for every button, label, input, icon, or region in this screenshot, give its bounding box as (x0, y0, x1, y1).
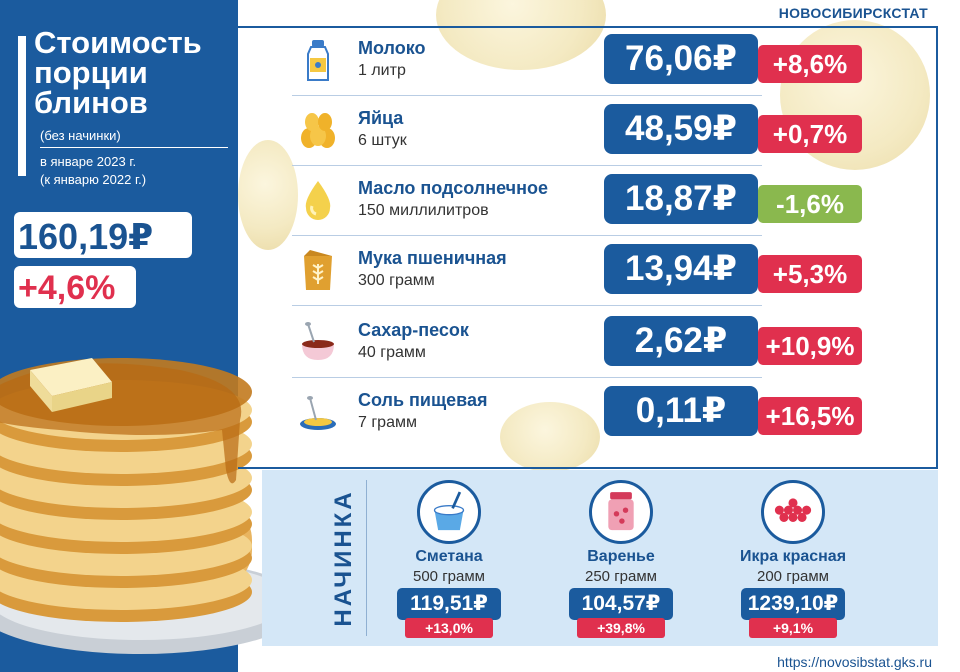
total-price: 160,19₽ (14, 212, 192, 258)
ingredient-change: +16,5% (758, 397, 862, 435)
background-pancake (238, 140, 298, 250)
ingredients-panel: Молоко 1 литр 76,06₽ +8,6% Яйца 6 штук 48,59₽ +… (238, 26, 938, 469)
page-title: Стоимость порции блинов (34, 25, 202, 120)
filling-name: Варенье (587, 548, 655, 565)
filling-price: 1239,10₽ (741, 588, 845, 620)
filling-section: НАЧИНКА Сметана 500 грамм 119,51₽ +13,0% Вар… (262, 470, 938, 646)
eggs-icon (298, 108, 338, 152)
filling-quantity: 250 грамм (585, 568, 657, 585)
ingredient-name: Масло подсолнечное (358, 178, 549, 198)
ingredient-price: 13,94₽ (604, 244, 758, 294)
ingredient-change: +8,6% (758, 45, 862, 83)
ingredient-price: 76,06₽ (604, 34, 758, 84)
oil-drop-icon (298, 178, 338, 222)
filling-change: +9,1% (749, 618, 837, 638)
ingredient-price: 2,62₽ (604, 316, 758, 366)
agency-name: НОВОСИБИРСКСТАТ (778, 5, 928, 21)
ingredient-quantity: 6 штук (358, 132, 407, 149)
filling-item: Икра красная 200 грамм 1239,10₽ +9,1% (718, 476, 868, 642)
ingredient-change: +10,9% (758, 327, 862, 365)
ingredient-quantity: 1 литр (358, 62, 406, 79)
ingredient-row: Яйца 6 штук 48,59₽ +0,7% (238, 96, 938, 166)
ingredient-change: +0,7% (758, 115, 862, 153)
ingredient-row: Соль пищевая 7 грамм 0,11₽ +16,5% (238, 378, 938, 448)
ingredient-name: Мука пшеничная (358, 248, 507, 268)
butter-pat (30, 358, 112, 412)
filling-label: НАЧИНКА (330, 489, 357, 627)
ingredient-name: Соль пищевая (358, 390, 488, 410)
ingredient-change: +5,3% (758, 255, 862, 293)
background-pancake (500, 402, 600, 472)
ingredient-price: 48,59₽ (604, 104, 758, 154)
filling-divider (366, 480, 367, 636)
row-divider (292, 305, 762, 306)
sugar-bowl-icon (298, 320, 338, 364)
ingredient-price: 0,11₽ (604, 386, 758, 436)
row-divider (292, 165, 762, 166)
title-period: в январе 2023 г. (к январю 2022 г.) (40, 153, 146, 189)
sour-cream-icon (417, 480, 481, 544)
ingredient-row: Масло подсолнечное 150 миллилитров 18,87₽ -… (238, 166, 938, 236)
filling-price: 119,51₽ (397, 588, 501, 620)
ingredient-name: Молоко (358, 38, 426, 58)
ingredient-quantity: 40 грамм (358, 344, 426, 361)
filling-name: Сметана (415, 548, 483, 565)
filling-name: Икра красная (739, 548, 847, 565)
filling-quantity: 500 грамм (413, 568, 485, 585)
filling-change: +13,0% (405, 618, 493, 638)
filling-price: 104,57₽ (569, 588, 673, 620)
red-caviar-icon (761, 480, 825, 544)
filling-quantity: 200 грамм (757, 568, 829, 585)
period-line-1: в январе 2023 г. (40, 154, 137, 169)
ingredient-row: Молоко 1 литр 76,06₽ +8,6% (238, 26, 938, 96)
title-subtitle: (без начинки) (40, 128, 121, 143)
ingredient-name: Яйца (358, 108, 404, 128)
filling-change: +39,8% (577, 618, 665, 638)
row-divider (292, 95, 762, 96)
filling-item: Варенье 250 грамм 104,57₽ +39,8% (546, 476, 696, 642)
row-divider (292, 377, 762, 378)
website-url: https://novosibstat.gks.ru (777, 654, 932, 670)
ingredient-quantity: 150 миллилитров (358, 202, 489, 219)
ingredient-quantity: 300 грамм (358, 272, 435, 289)
milk-bottle-icon (298, 38, 338, 82)
row-divider (292, 235, 762, 236)
ingredient-quantity: 7 грамм (358, 414, 417, 431)
period-line-2: (к январю 2022 г.) (40, 172, 147, 187)
title-divider (40, 147, 228, 148)
ingredient-price: 18,87₽ (604, 174, 758, 224)
ingredient-name: Сахар-песок (358, 320, 469, 340)
ingredient-row: Сахар-песок 40 грамм 2,62₽ +10,9% (238, 308, 938, 378)
pancake-stack-illustration (0, 358, 305, 654)
filling-item: Сметана 500 грамм 119,51₽ +13,0% (374, 476, 524, 642)
title-accent-bar (18, 36, 26, 176)
ingredient-row: Мука пшеничная 300 грамм 13,94₽ +5,3% (238, 236, 938, 306)
jam-jar-icon (589, 480, 653, 544)
total-change: +4,6% (14, 266, 136, 308)
flour-bag-icon (298, 248, 338, 292)
ingredient-change: -1,6% (758, 185, 862, 223)
salt-spoon-icon (298, 390, 338, 434)
